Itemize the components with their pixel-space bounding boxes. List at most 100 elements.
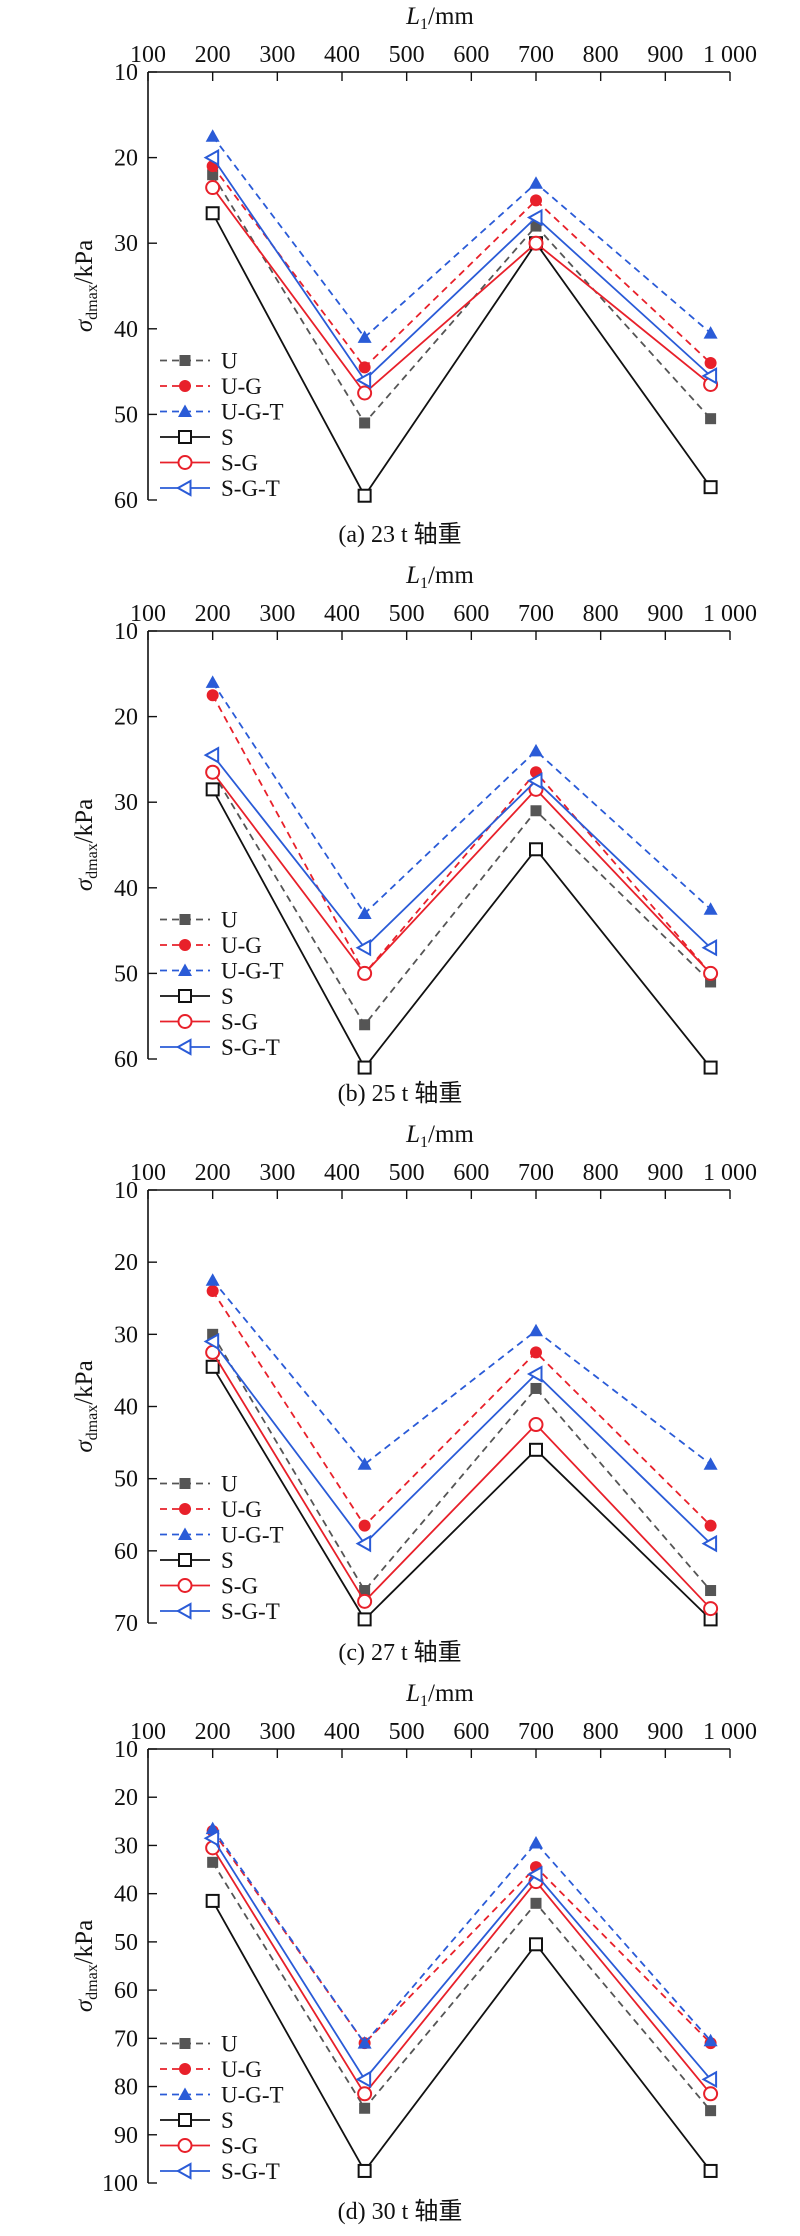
x-tick-label: 700 <box>518 601 554 627</box>
y-tick-label: 100 <box>102 2171 138 2197</box>
data-point-u <box>530 805 542 817</box>
data-point-u-g <box>530 194 542 207</box>
series-line-u-g <box>211 1830 712 2045</box>
data-point-u <box>359 417 371 429</box>
legend-marker <box>177 1578 193 1593</box>
legend-marker <box>175 1602 192 1620</box>
data-point-s-g <box>703 965 719 981</box>
legend-marker <box>178 404 192 417</box>
legend-label: U-G <box>221 933 262 958</box>
x-tick-label: 900 <box>647 42 683 68</box>
chart-panel-0: L1/mm 100 200 300 400 500 600 700 800 900 1 000 10 2… <box>71 3 757 548</box>
y-tick-label: 60 <box>114 1539 138 1565</box>
series-line-s <box>211 788 712 1070</box>
x-tick-label: 700 <box>518 1160 554 1186</box>
data-point-u-g-t <box>703 902 718 915</box>
y-tick-label: 50 <box>114 1930 138 1956</box>
x-tick-label: 900 <box>647 601 683 627</box>
x-tick-label: 200 <box>195 1160 231 1186</box>
x-tick-label: 100 <box>130 42 166 68</box>
data-point-u-g-t <box>529 176 543 189</box>
legend-marker <box>179 914 191 925</box>
x-tick-label: 800 <box>583 1160 619 1186</box>
chart-caption: (b) 25 t 轴重 <box>338 1080 463 1107</box>
y-tick-label: 70 <box>114 2026 138 2052</box>
x-tick-label: 200 <box>195 601 231 627</box>
legend-label: S <box>221 984 234 1009</box>
data-point-s-g-t <box>203 746 220 764</box>
data-point-u-g-t <box>357 906 372 919</box>
data-point-s <box>205 206 220 221</box>
data-point-u-g-t <box>205 129 220 142</box>
x-tick-label: 1 000 <box>703 1719 757 1745</box>
legend-label: U <box>221 1472 238 1497</box>
x-tick-label: 400 <box>324 601 360 627</box>
legend-marker <box>179 2063 191 2075</box>
data-point-u <box>207 169 219 181</box>
x-tick-label: 300 <box>259 601 295 627</box>
series-line-u-g <box>211 694 712 975</box>
x-tick-label: 400 <box>324 1719 360 1745</box>
data-point-u-g <box>704 357 717 370</box>
data-point-u-g-t <box>357 330 372 343</box>
y-tick-label: 10 <box>114 60 138 86</box>
data-point-u-g-t <box>703 2033 718 2047</box>
legend-label: U <box>221 2032 238 2057</box>
data-point-u-g <box>206 689 219 702</box>
legend-marker <box>177 2138 193 2153</box>
data-point-u-g-t <box>205 675 220 688</box>
y-tick-label: 30 <box>114 231 138 257</box>
series-line-s-g <box>211 187 712 395</box>
x-tick-label: 200 <box>195 42 231 68</box>
x-tick-label: 400 <box>324 42 360 68</box>
data-point-u-g <box>704 1519 717 1532</box>
y-axis-title: σdmax/kPa <box>71 1360 101 1452</box>
series-line-s-g <box>211 1351 712 1610</box>
y-tick-label: 40 <box>114 317 138 343</box>
x-tick-label: 1 000 <box>703 601 757 627</box>
data-point-s-g-t <box>355 1534 372 1553</box>
x-tick-label: 500 <box>389 1160 425 1186</box>
data-point-u-g <box>530 1346 542 1359</box>
data-point-s <box>529 1937 543 1952</box>
data-point-s-g-t <box>526 772 543 790</box>
data-point-s-g-t <box>701 939 718 957</box>
data-point-s-g-t <box>203 1829 220 1847</box>
y-axis-title: σdmax/kPa <box>71 1920 101 2012</box>
legend-label: S-G <box>221 451 258 476</box>
x-tick-label: 200 <box>195 1719 231 1745</box>
series-line-s-g-t <box>211 157 712 382</box>
legend-label: S <box>221 425 234 450</box>
x-tick-label: 100 <box>130 1719 166 1745</box>
series-line-u-g-t <box>211 135 712 339</box>
series-line-u <box>211 1333 712 1593</box>
legend-label: S-G <box>221 1574 258 1599</box>
x-tick-label: 900 <box>647 1160 683 1186</box>
data-point-s-g <box>703 1601 719 1617</box>
data-point-u-g <box>206 1285 219 1298</box>
legend-label: U <box>221 349 238 374</box>
data-point-s-g-t <box>526 1865 543 1884</box>
data-point-u-g <box>358 361 371 374</box>
data-point-u-g-t <box>529 1323 543 1337</box>
x-axis-title: L1/mm <box>405 3 474 33</box>
data-point-s-g-t <box>701 367 718 385</box>
data-point-u-g-t <box>205 1273 220 1286</box>
legend-label: S-G <box>221 2134 258 2159</box>
data-point-s-g <box>528 1417 544 1433</box>
data-point-u <box>705 1585 717 1597</box>
chart-panel-2: L1/mm 100 200 300 400 500 600 700 800 900 1 000 10 2… <box>71 1121 757 1666</box>
data-point-u-g-t <box>529 1836 543 1849</box>
data-point-s-g <box>357 1593 373 1609</box>
x-tick-label: 600 <box>453 1160 489 1186</box>
chart-panel-1: L1/mm 100 200 300 400 500 600 700 800 900 1 000 10 2… <box>71 562 757 1107</box>
legend-marker <box>177 455 193 470</box>
data-point-s <box>205 1359 220 1374</box>
y-tick-label: 20 <box>114 705 138 731</box>
legend-label: S <box>221 2108 234 2133</box>
data-point-s <box>205 1893 220 1908</box>
data-point-s-g-t <box>203 1332 220 1351</box>
series-line-s-g <box>211 1847 712 2096</box>
legend-marker <box>179 2038 191 2049</box>
